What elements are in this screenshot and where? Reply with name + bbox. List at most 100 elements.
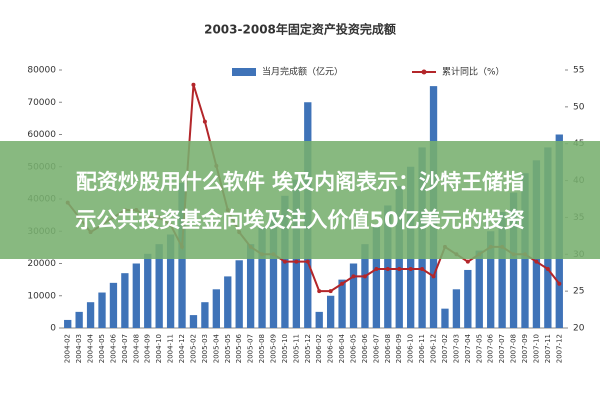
bar <box>64 319 72 328</box>
line-marker <box>374 267 379 272</box>
y2-tick-label: 50 <box>573 102 585 112</box>
line-marker <box>294 259 299 264</box>
x-tick-label: 2006-03 <box>327 334 335 363</box>
x-tick-label: 2005-12 <box>304 334 312 363</box>
x-tick-label: 2007-04 <box>464 333 472 363</box>
bar <box>326 295 335 328</box>
legend-swatch <box>421 69 427 75</box>
x-tick-label: 2005-06 <box>235 333 243 363</box>
bar <box>349 263 358 328</box>
x-tick-label: 2004-07 <box>121 334 129 363</box>
line-marker <box>465 259 470 264</box>
legend-swatch <box>232 68 256 76</box>
x-tick-label: 2006-04 <box>338 333 346 363</box>
bar <box>98 292 106 328</box>
x-tick-label: 2005-05 <box>224 334 232 363</box>
y2-tick-label: 55 <box>573 66 584 76</box>
bar <box>109 282 118 328</box>
y-tick-label: 60000 <box>27 130 56 140</box>
line-marker <box>431 274 436 279</box>
y2-tick-label: 20 <box>573 324 585 334</box>
x-tick-label: 2007-08 <box>510 334 518 363</box>
line-marker <box>385 267 390 272</box>
line-marker <box>397 267 402 272</box>
x-tick-label: 2005-04 <box>212 333 220 363</box>
bar <box>166 234 175 328</box>
legend-label: 累计同比（%） <box>442 66 505 78</box>
bar <box>498 211 506 328</box>
x-tick-label: 2004-12 <box>178 334 186 363</box>
line-marker <box>340 281 345 286</box>
line-marker <box>362 274 367 279</box>
bar <box>315 311 323 328</box>
overlay-text: 示公共投资基金向埃及注入价值50亿美元的投资 <box>75 208 524 232</box>
line-marker <box>191 82 196 87</box>
x-tick-label: 2007-02 <box>441 334 449 363</box>
bar <box>509 192 518 328</box>
x-tick-label: 2006-08 <box>384 334 392 363</box>
y-tick-label: 20000 <box>27 259 56 269</box>
x-tick-label: 2005-07 <box>247 334 255 363</box>
x-tick-label: 2006-11 <box>418 334 426 363</box>
line-marker <box>557 281 562 286</box>
x-tick-label: 2007-05 <box>475 334 483 363</box>
bar <box>246 244 255 328</box>
x-tick-label: 2004-03 <box>75 334 83 363</box>
line-marker <box>420 267 425 272</box>
bar <box>269 211 278 328</box>
legend-label: 当月完成额（亿元） <box>262 66 343 78</box>
line-marker <box>202 119 207 124</box>
y-tick-label: 10000 <box>27 291 56 301</box>
overlay-banner <box>0 141 600 259</box>
bar <box>201 302 209 328</box>
line-marker <box>534 259 539 264</box>
bar <box>155 244 163 328</box>
x-tick-label: 2007-12 <box>555 334 563 363</box>
x-tick-label: 2007-10 <box>532 334 540 363</box>
x-tick-label: 2004-02 <box>64 334 72 363</box>
bar <box>338 279 346 328</box>
x-tick-label: 2007-09 <box>521 334 529 363</box>
x-tick-label: 2006-12 <box>430 334 438 363</box>
line-marker <box>317 289 322 294</box>
x-tick-label: 2006-05 <box>350 334 358 363</box>
y-tick-label: 70000 <box>27 98 56 108</box>
line-marker <box>282 259 287 264</box>
bar <box>132 263 140 328</box>
y2-tick-label: 25 <box>573 287 584 297</box>
bar <box>441 308 449 328</box>
x-tick-label: 2004-04 <box>87 333 95 363</box>
bar <box>75 311 83 328</box>
y-tick-label: 80000 <box>27 66 56 76</box>
x-tick-label: 2005-11 <box>292 334 300 363</box>
bar <box>361 244 369 328</box>
x-tick-label: 2004-09 <box>144 334 152 363</box>
bar <box>224 276 232 328</box>
x-tick-label: 2006-09 <box>395 334 403 363</box>
x-tick-label: 2007-03 <box>452 334 460 363</box>
x-tick-label: 2006-06 <box>361 333 369 363</box>
x-tick-label: 2004-06 <box>109 333 117 363</box>
x-tick-label: 2004-11 <box>167 334 175 363</box>
bar <box>144 253 152 328</box>
x-tick-label: 2007-07 <box>498 334 506 363</box>
bar <box>121 273 129 328</box>
x-tick-label: 2007-06 <box>487 333 495 363</box>
x-tick-label: 2004-10 <box>155 334 163 363</box>
bar <box>384 205 392 328</box>
x-tick-label: 2005-03 <box>201 334 209 363</box>
x-tick-label: 2005-08 <box>258 334 266 363</box>
line-marker <box>305 259 310 264</box>
bar <box>86 302 95 328</box>
bar <box>212 289 220 328</box>
x-tick-label: 2005-09 <box>269 334 277 363</box>
bar <box>452 289 461 328</box>
bar <box>487 231 495 328</box>
chart-title: 2003-2008年固定资产投资完成额 <box>204 22 396 37</box>
x-tick-label: 2006-02 <box>315 334 323 363</box>
x-tick-label: 2005-02 <box>189 334 197 363</box>
line-marker <box>408 267 413 272</box>
bar <box>189 315 198 328</box>
bar <box>464 269 472 328</box>
